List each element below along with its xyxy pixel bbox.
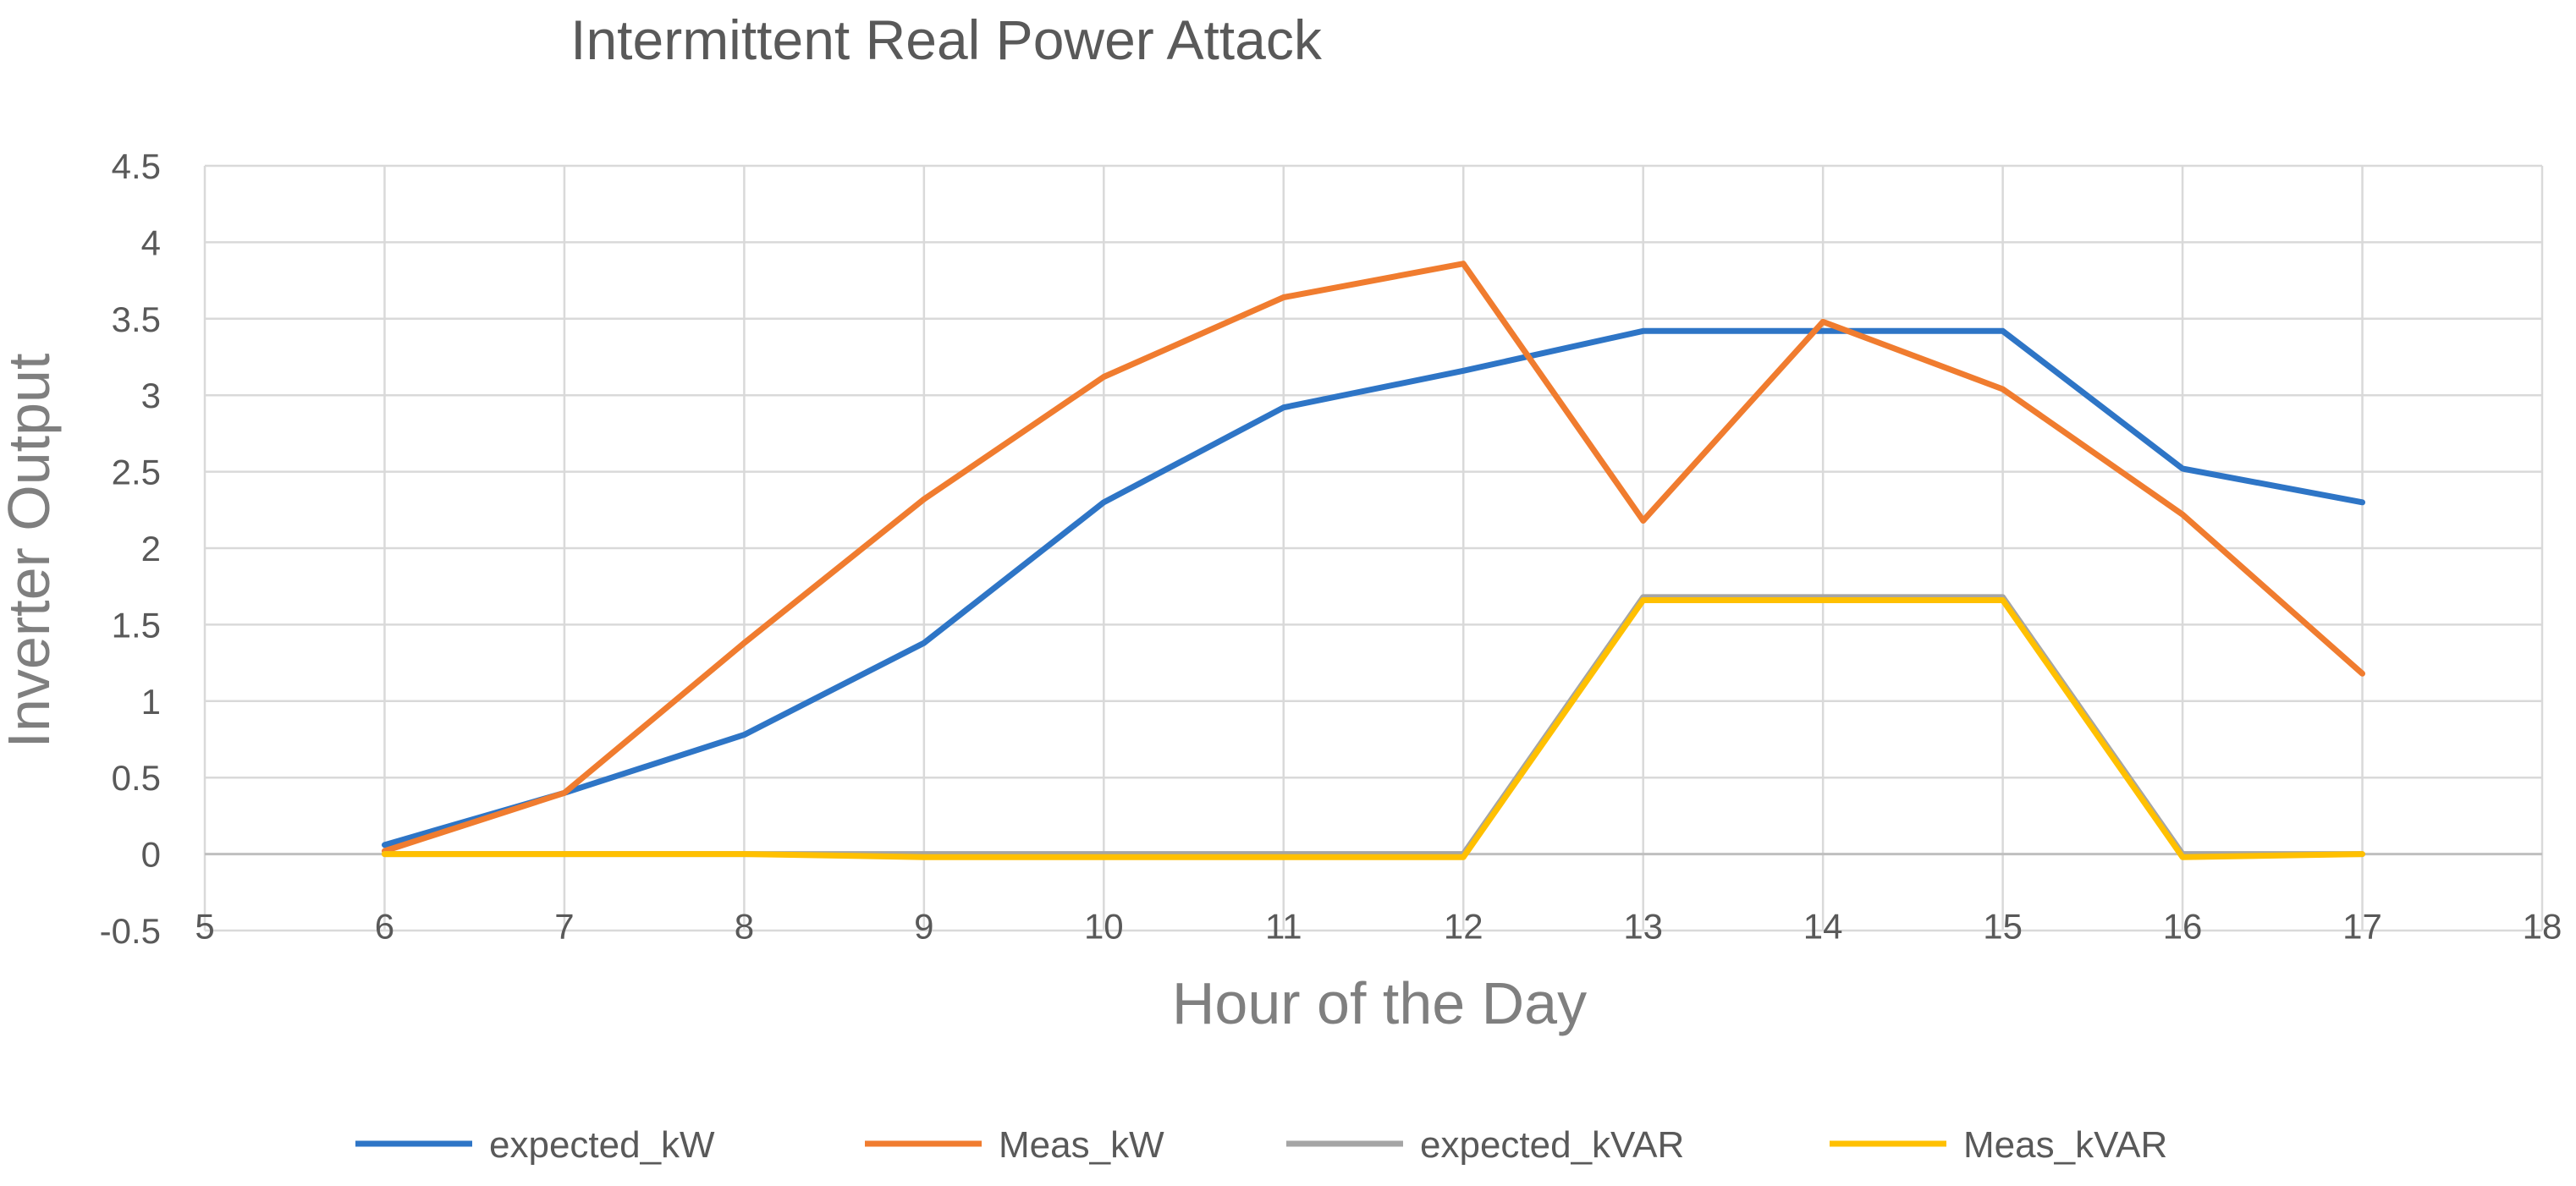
y-tick-label: 0: [141, 835, 161, 875]
y-tick-label: 3: [141, 376, 161, 415]
y-tick-label: 2.5: [112, 453, 161, 492]
legend-label: Meas_kVAR: [1963, 1124, 2167, 1166]
series-line-meas-kvar: [382, 597, 2365, 860]
x-axis-title: Hour of the Day: [1172, 970, 1587, 1036]
y-tick-label: 4.5: [112, 146, 161, 186]
x-tick-label: 5: [195, 907, 214, 947]
y-tick-label: 2: [141, 529, 161, 568]
y-tick-label: 0.5: [112, 758, 161, 798]
x-tick-label: 12: [1444, 907, 1483, 947]
y-tick-label: 1.5: [112, 605, 161, 645]
x-tick-label: 7: [554, 907, 574, 947]
grid-lines: [203, 164, 2544, 932]
legend-label: expected_kW: [489, 1124, 715, 1166]
y-axis-tick-labels: -0.5 0 0.5 1 1.5 2 2.5 3 3.5 4 4.5: [100, 146, 161, 951]
series-line-expected-kvar: [382, 594, 2365, 858]
x-tick-label: 16: [2163, 907, 2203, 947]
y-tick-label: 3.5: [112, 299, 161, 339]
y-tick-label: 4: [141, 222, 161, 262]
x-tick-label: 9: [914, 907, 933, 947]
x-tick-label: 8: [735, 907, 754, 947]
y-axis-title: Inverter Output: [0, 354, 62, 749]
x-tick-label: 15: [1983, 907, 2023, 947]
x-tick-label: 13: [1623, 907, 1663, 947]
x-axis-tick-labels: 5 6 7 8 9 10 11 12 13 14 15 16 17 18: [195, 907, 2562, 947]
y-tick-label: -0.5: [100, 911, 161, 951]
legend-label: Meas_kW: [999, 1124, 1164, 1166]
chart-title: Intermittent Real Power Attack: [570, 8, 1323, 71]
series-lines: [382, 261, 2365, 860]
legend-label: expected_kVAR: [1420, 1124, 1684, 1166]
x-tick-label: 10: [1084, 907, 1124, 947]
series-line-meas-kw: [382, 261, 2365, 854]
chart-legend: expected_kW Meas_kW expected_kVAR Meas_kVAR: [355, 1124, 2167, 1166]
x-tick-label: 18: [2523, 907, 2562, 947]
x-tick-label: 17: [2342, 907, 2382, 947]
x-tick-label: 6: [375, 907, 394, 947]
y-tick-label: 1: [141, 682, 161, 722]
x-tick-label: 11: [1265, 907, 1302, 947]
series-line-expected-kw: [382, 327, 2365, 848]
x-tick-label: 14: [1803, 907, 1843, 947]
